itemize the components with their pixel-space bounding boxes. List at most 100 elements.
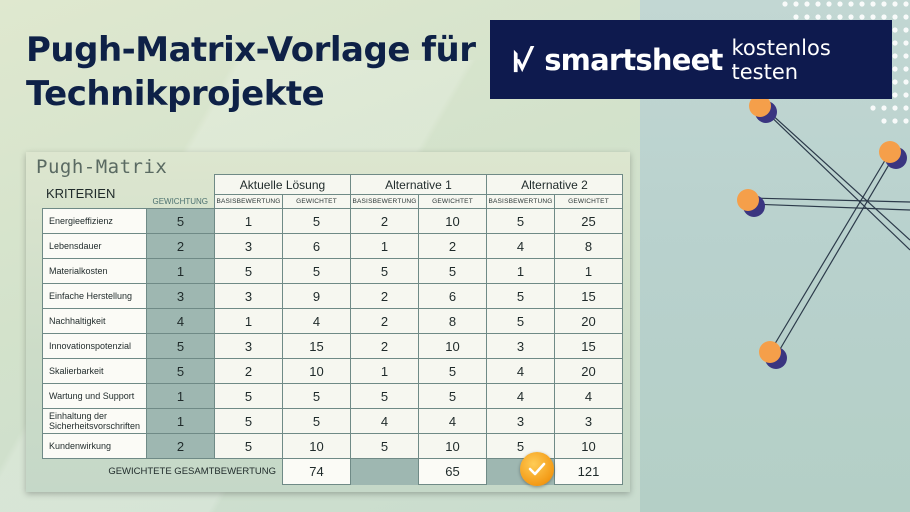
weight-cell: 1	[146, 258, 215, 284]
empty-header-cell	[43, 195, 147, 209]
base-score-cell: 1	[214, 308, 283, 334]
total-label: GEWICHTETE GESAMTBEWERTUNG	[108, 466, 276, 478]
weighted-score-cell: 6	[282, 233, 351, 259]
criteria-header: KRITERIEN	[46, 186, 116, 201]
weighted-score-cell: 5	[418, 258, 487, 284]
weighted-score-cell: 5	[418, 358, 487, 384]
subheader-weighted: GEWICHTET	[554, 194, 623, 209]
base-score-cell: 1	[214, 208, 283, 234]
criterion-name: Energieeffizienz	[42, 208, 147, 234]
table-row: Materialkosten 1 5 5 5 5 1 1	[42, 258, 623, 284]
base-score-cell: 5	[214, 408, 283, 434]
criterion-name: Einfache Herstellung	[42, 283, 147, 309]
base-score-cell: 3	[214, 333, 283, 359]
group-alternative-2: Alternative 2	[486, 174, 623, 195]
base-score-cell: 2	[350, 283, 419, 309]
weighted-score-cell: 9	[282, 283, 351, 309]
base-score-cell: 3	[214, 233, 283, 259]
weight-header: GEWICHTUNG	[152, 197, 209, 206]
table-row: Einhaltung der Sicherheitsvorschriften 1 5…	[42, 408, 623, 434]
weighted-score-cell: 5	[418, 383, 487, 409]
criterion-name: Einhaltung der Sicherheitsvorschriften	[42, 408, 147, 434]
weighted-score-cell: 20	[554, 308, 623, 334]
table-row: Lebensdauer 2 3 6 1 2 4 8	[42, 233, 623, 259]
weighted-score-cell: 6	[418, 283, 487, 309]
weighted-score-cell: 8	[554, 233, 623, 259]
molecule-decoration	[737, 95, 910, 369]
base-score-cell: 1	[350, 358, 419, 384]
base-score-cell: 5	[350, 433, 419, 459]
base-score-cell: 1	[486, 258, 555, 284]
brand-name: smartsheet	[544, 42, 723, 77]
criterion-name: Innovationspotenzial	[42, 333, 147, 359]
weighted-score-cell: 10	[282, 433, 351, 459]
matrix-title: Pugh-Matrix	[36, 156, 168, 178]
table-row: Nachhaltigkeit 4 1 4 2 8 5 20	[42, 308, 623, 334]
weighted-score-cell: 20	[554, 358, 623, 384]
table-row: Wartung und Support 1 5 5 5 5 4 4	[42, 383, 623, 409]
weighted-score-cell: 15	[554, 333, 623, 359]
base-score-cell: 3	[214, 283, 283, 309]
base-score-cell: 5	[214, 383, 283, 409]
weighted-score-cell: 5	[282, 258, 351, 284]
weight-cell: 5	[146, 208, 215, 234]
subheader-base: BASISBEWERTUNG	[350, 194, 419, 209]
total-current-solution: 74	[282, 458, 351, 485]
weighted-score-cell: 10	[282, 358, 351, 384]
base-score-cell: 2	[350, 333, 419, 359]
weight-cell: 2	[146, 233, 215, 259]
base-score-cell: 4	[486, 383, 555, 409]
base-score-cell: 3	[486, 408, 555, 434]
free-trial-link[interactable]: kostenlos testen	[731, 35, 831, 84]
weighted-score-cell: 25	[554, 208, 623, 234]
base-score-cell: 3	[486, 333, 555, 359]
weighted-score-cell: 3	[554, 408, 623, 434]
base-score-cell: 4	[486, 233, 555, 259]
weighted-score-cell: 10	[418, 433, 487, 459]
weighted-score-cell: 4	[418, 408, 487, 434]
base-score-cell: 5	[350, 383, 419, 409]
weighted-score-cell: 4	[282, 308, 351, 334]
weighted-score-cell: 4	[554, 383, 623, 409]
weight-cell: 1	[146, 408, 215, 434]
empty-header-cell	[43, 175, 147, 195]
checkmark-icon	[528, 462, 546, 476]
smartsheet-check-icon	[513, 45, 535, 72]
total-alternative-1: 65	[418, 458, 487, 485]
base-score-cell: 5	[214, 258, 283, 284]
weighted-score-cell: 10	[418, 333, 487, 359]
subheader-weighted: GEWICHTET	[418, 194, 487, 209]
weighted-score-cell: 15	[554, 283, 623, 309]
base-score-cell: 5	[486, 308, 555, 334]
weighted-score-cell: 10	[418, 208, 487, 234]
weighted-score-cell: 8	[418, 308, 487, 334]
table-row: Kundenwirkung 2 5 10 5 10 5 10	[42, 433, 623, 459]
subheader-weighted: GEWICHTET	[282, 194, 351, 209]
group-current-solution: Aktuelle Lösung	[214, 174, 351, 195]
base-score-cell: 1	[350, 233, 419, 259]
weighted-score-cell: 10	[554, 433, 623, 459]
weight-cell: 4	[146, 308, 215, 334]
table-row: Innovationspotenzial 5 3 15 2 10 3 15	[42, 333, 623, 359]
winner-badge	[520, 452, 554, 486]
criterion-name: Skalierbarkeit	[42, 358, 147, 384]
subheader-base: BASISBEWERTUNG	[486, 194, 555, 209]
base-score-cell: 5	[486, 283, 555, 309]
subheader-base: BASISBEWERTUNG	[214, 194, 283, 209]
group-alternative-1: Alternative 1	[350, 174, 487, 195]
base-score-cell: 5	[350, 258, 419, 284]
weighted-score-cell: 2	[418, 233, 487, 259]
criterion-name: Materialkosten	[42, 258, 147, 284]
pugh-matrix-card: Pugh-Matrix KRITERIEN GEWICHTUNG Aktuell…	[26, 152, 630, 492]
weight-cell: 5	[146, 358, 215, 384]
weight-cell: 5	[146, 333, 215, 359]
base-score-cell: 5	[486, 208, 555, 234]
smartsheet-banner[interactable]: smartsheet kostenlos testen	[490, 20, 892, 99]
table-row: Skalierbarkeit 5 2 10 1 5 4 20	[42, 358, 623, 384]
pugh-matrix-table: GEWICHTUNG Aktuelle Lösung Alternative 1…	[42, 174, 623, 485]
criterion-name: Kundenwirkung	[42, 433, 147, 459]
weighted-score-cell: 5	[282, 383, 351, 409]
weighted-score-cell: 15	[282, 333, 351, 359]
base-score-cell: 2	[214, 358, 283, 384]
table-row: Energieeffizienz 5 1 5 2 10 5 25	[42, 208, 623, 234]
